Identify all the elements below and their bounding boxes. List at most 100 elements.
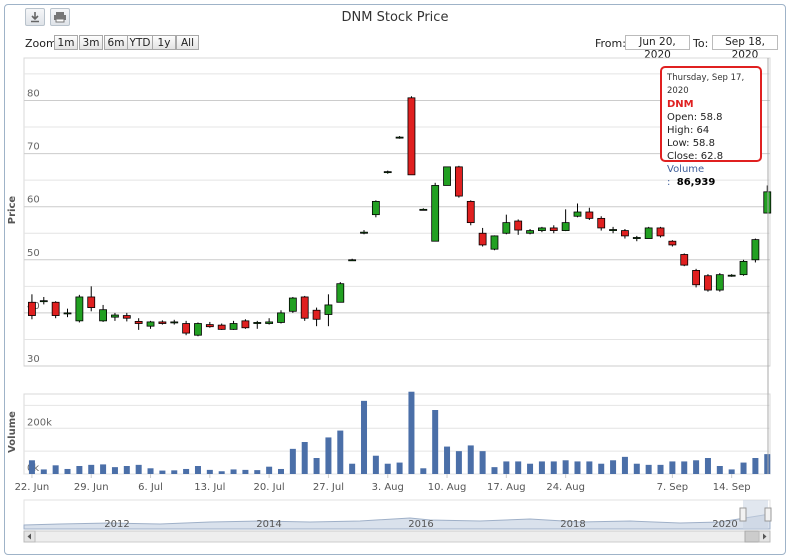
candle[interactable] bbox=[312, 307, 321, 327]
candle[interactable] bbox=[680, 253, 689, 267]
volume-bar[interactable] bbox=[64, 468, 71, 474]
zoom-1m-button[interactable]: 1m bbox=[54, 35, 78, 50]
volume-bar[interactable] bbox=[242, 469, 249, 474]
volume-bar[interactable] bbox=[159, 470, 166, 474]
candle[interactable] bbox=[763, 185, 772, 214]
volume-bar[interactable] bbox=[52, 465, 59, 474]
volume-bar[interactable] bbox=[503, 461, 510, 474]
candle[interactable] bbox=[336, 282, 345, 303]
volume-bar[interactable] bbox=[491, 467, 498, 474]
candle[interactable] bbox=[538, 226, 546, 233]
volume-bar[interactable] bbox=[527, 463, 534, 474]
navigator-selection[interactable] bbox=[743, 500, 768, 529]
candle[interactable] bbox=[28, 294, 36, 320]
candle[interactable] bbox=[454, 165, 463, 198]
print-button[interactable] bbox=[50, 8, 70, 26]
zoom-3m-button[interactable]: 3m bbox=[79, 35, 103, 50]
candle[interactable] bbox=[478, 227, 487, 247]
scrollbar-thumb[interactable] bbox=[744, 530, 760, 543]
volume-bar[interactable] bbox=[206, 469, 213, 474]
volume-bar[interactable] bbox=[467, 445, 474, 474]
volume-bar[interactable] bbox=[111, 467, 118, 474]
candle[interactable] bbox=[514, 219, 523, 235]
volume-bar[interactable] bbox=[681, 461, 688, 474]
volume-bar[interactable] bbox=[550, 461, 557, 474]
candle[interactable] bbox=[324, 294, 333, 327]
candle[interactable] bbox=[75, 294, 84, 323]
candle[interactable] bbox=[146, 320, 155, 329]
candle[interactable] bbox=[134, 318, 143, 330]
candle[interactable] bbox=[609, 226, 617, 234]
volume-bar[interactable] bbox=[633, 463, 640, 474]
volume-bar[interactable] bbox=[372, 455, 379, 474]
volume-bar[interactable] bbox=[669, 461, 676, 474]
navigator-handle-left[interactable] bbox=[739, 507, 747, 522]
candle[interactable] bbox=[253, 320, 262, 329]
candle[interactable] bbox=[217, 323, 226, 330]
volume-bar[interactable] bbox=[40, 469, 47, 474]
scrollbar-track[interactable] bbox=[23, 530, 771, 543]
candle[interactable] bbox=[431, 182, 440, 242]
volume-bar[interactable] bbox=[183, 468, 190, 474]
candle[interactable] bbox=[194, 322, 202, 337]
volume-bar[interactable] bbox=[716, 466, 723, 474]
candle[interactable] bbox=[288, 296, 297, 313]
candle[interactable] bbox=[443, 166, 451, 186]
volume-bar[interactable] bbox=[301, 442, 308, 474]
volume-bar[interactable] bbox=[28, 460, 35, 474]
volume-bar[interactable] bbox=[76, 466, 83, 474]
volume-bar[interactable] bbox=[693, 460, 700, 474]
volume-bar[interactable] bbox=[752, 458, 759, 474]
candle[interactable] bbox=[383, 170, 392, 174]
candle[interactable] bbox=[561, 209, 570, 232]
candle[interactable] bbox=[39, 296, 48, 305]
candle[interactable] bbox=[229, 320, 238, 330]
volume-bar[interactable] bbox=[728, 469, 735, 474]
candle[interactable] bbox=[668, 240, 677, 247]
candle[interactable] bbox=[704, 274, 712, 292]
volume-bar[interactable] bbox=[420, 468, 427, 474]
volume-bar[interactable] bbox=[289, 448, 296, 474]
candle[interactable] bbox=[727, 274, 736, 277]
volume-bar[interactable] bbox=[455, 451, 462, 474]
candle[interactable] bbox=[585, 207, 594, 220]
volume-bar[interactable] bbox=[586, 461, 593, 474]
candle[interactable] bbox=[122, 312, 131, 322]
candle[interactable] bbox=[419, 208, 428, 211]
zoom-ytd-button[interactable]: YTD bbox=[127, 35, 153, 50]
candle[interactable] bbox=[656, 226, 665, 238]
candle[interactable] bbox=[111, 312, 119, 321]
volume-bar[interactable] bbox=[515, 461, 522, 474]
volume-bar[interactable] bbox=[147, 468, 154, 474]
zoom-1y-button[interactable]: 1y bbox=[152, 35, 176, 50]
volume-bar[interactable] bbox=[88, 464, 95, 474]
candle[interactable] bbox=[300, 295, 309, 321]
candle[interactable] bbox=[466, 200, 475, 226]
candle[interactable] bbox=[395, 136, 404, 139]
navigator-handle-right[interactable] bbox=[764, 507, 772, 522]
candle[interactable] bbox=[502, 214, 511, 235]
volume-bar[interactable] bbox=[764, 454, 771, 474]
volume-bar[interactable] bbox=[432, 410, 439, 474]
candle[interactable] bbox=[265, 318, 274, 325]
volume-bar[interactable] bbox=[444, 446, 451, 474]
candle[interactable] bbox=[597, 216, 606, 231]
volume-bar[interactable] bbox=[100, 464, 107, 474]
candle[interactable] bbox=[63, 308, 72, 318]
volume-bar[interactable] bbox=[135, 464, 142, 474]
candle[interactable] bbox=[621, 228, 629, 239]
candle[interactable] bbox=[170, 319, 179, 325]
volume-bar[interactable] bbox=[645, 464, 652, 474]
volume-bar[interactable] bbox=[313, 458, 320, 474]
candle[interactable] bbox=[360, 230, 368, 235]
volume-bar[interactable] bbox=[538, 461, 545, 474]
volume-bar[interactable] bbox=[325, 437, 332, 474]
volume-bar[interactable] bbox=[384, 463, 391, 474]
candle[interactable] bbox=[739, 259, 748, 276]
candle[interactable] bbox=[751, 238, 760, 263]
volume-bar[interactable] bbox=[704, 458, 711, 474]
volume-bar[interactable] bbox=[574, 461, 581, 474]
candle[interactable] bbox=[158, 320, 167, 325]
candle[interactable] bbox=[182, 320, 191, 336]
download-button[interactable] bbox=[25, 8, 45, 26]
